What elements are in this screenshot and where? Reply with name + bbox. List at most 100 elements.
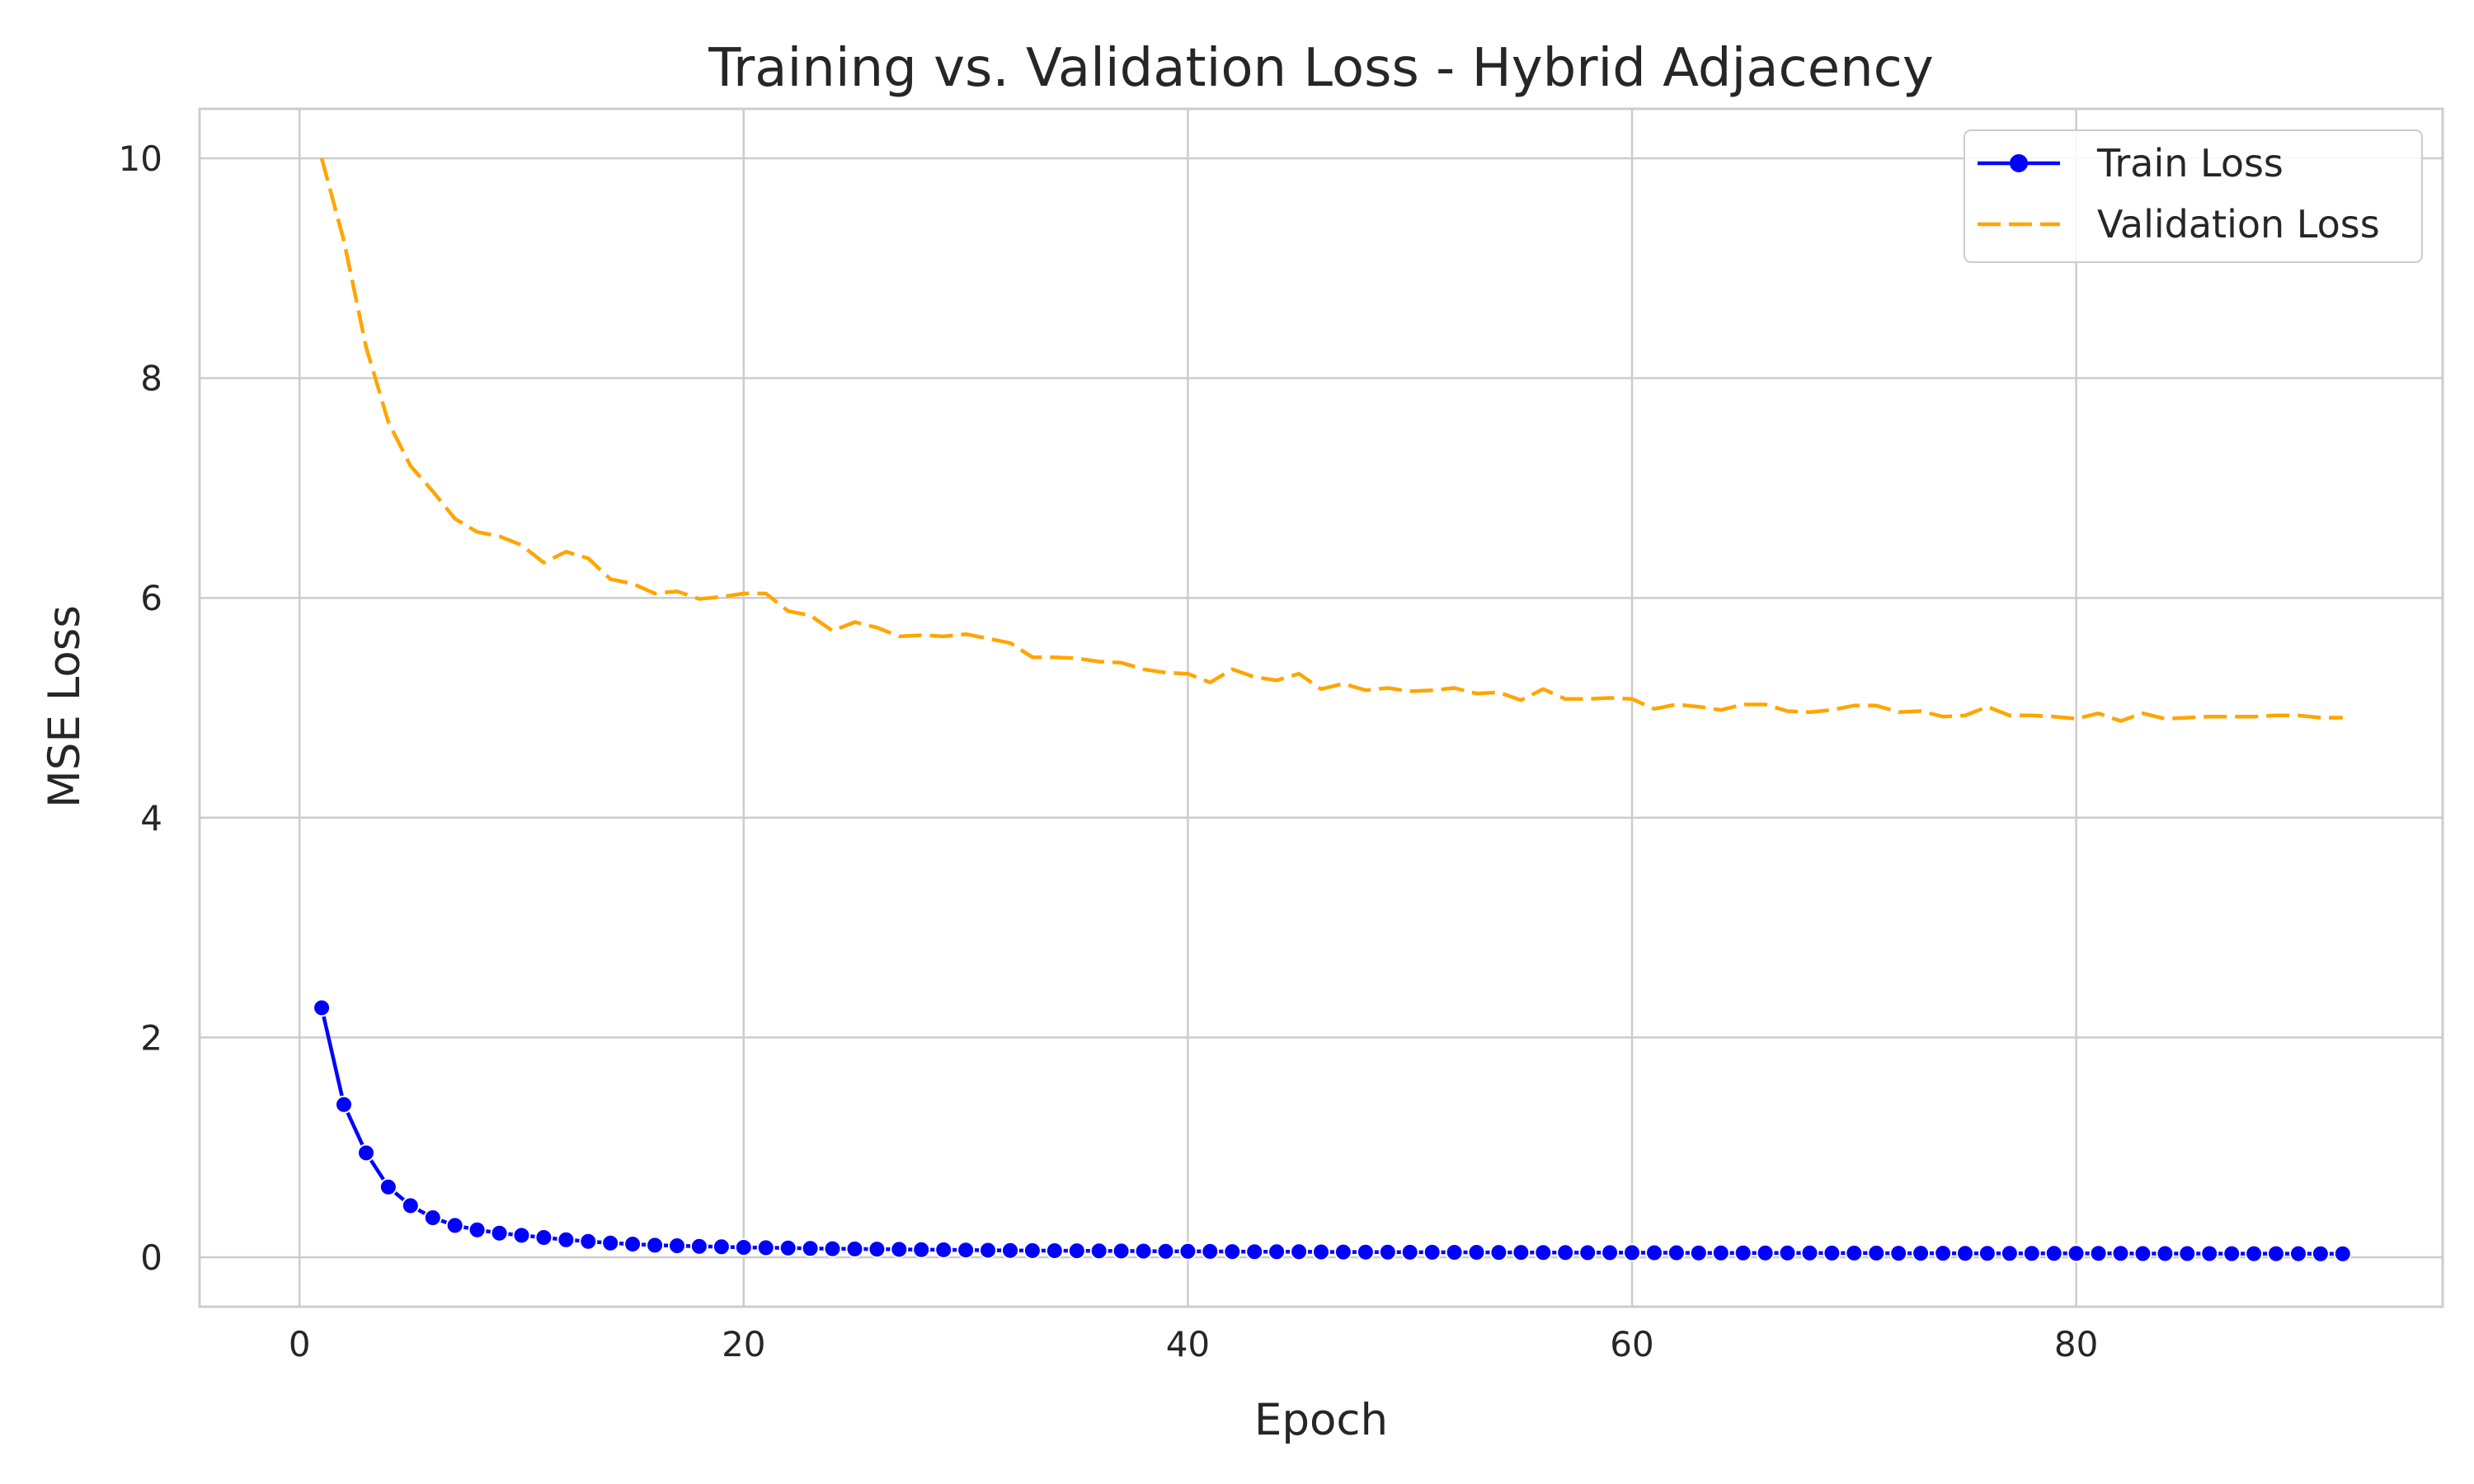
data-point (623, 1235, 642, 1253)
data-point (1400, 1242, 1419, 1261)
data-point (1445, 1243, 1464, 1261)
data-point (1912, 1244, 1931, 1263)
x-tick-label: 40 (1166, 1324, 1210, 1364)
data-point (2156, 1244, 2175, 1263)
data-point (1245, 1242, 1264, 1261)
data-point (313, 998, 332, 1017)
data-point (579, 1232, 598, 1251)
data-point (2311, 1244, 2330, 1263)
data-point (335, 1095, 353, 1114)
y-tick-label: 8 (140, 359, 162, 399)
data-point (689, 1237, 708, 1256)
data-point (423, 1209, 442, 1227)
data-point (823, 1239, 842, 1258)
data-point (1489, 1243, 1508, 1262)
data-point (2245, 1244, 2264, 1263)
data-point (712, 1237, 731, 1256)
data-point (1978, 1244, 1997, 1263)
data-point (468, 1220, 487, 1239)
data-point (1333, 1242, 1352, 1261)
data-point (1645, 1243, 1663, 1262)
data-point (1934, 1244, 1953, 1263)
data-point (1601, 1243, 1620, 1262)
data-point (979, 1241, 997, 1260)
data-point (1089, 1242, 1108, 1261)
legend-validation-label: Validation Loss (2097, 202, 2380, 247)
y-tick-label: 6 (140, 578, 162, 618)
data-point (379, 1177, 397, 1196)
data-point (646, 1236, 665, 1255)
data-point (801, 1239, 820, 1258)
data-point (512, 1226, 531, 1245)
data-point (2111, 1244, 2130, 1263)
y-axis: 0 2 4 6 8 10 (119, 139, 162, 1278)
x-tick-label: 60 (1610, 1324, 1653, 1364)
data-point (557, 1230, 576, 1249)
data-point (1867, 1243, 1886, 1262)
legend: Train Loss Validation Loss (1964, 129, 2423, 263)
data-point (1312, 1242, 1330, 1261)
y-tick-label: 2 (140, 1017, 162, 1058)
data-point (1378, 1242, 1397, 1261)
data-point (1556, 1243, 1575, 1262)
data-point (1223, 1242, 1242, 1261)
data-point (1512, 1243, 1531, 1262)
data-point (890, 1240, 909, 1259)
x-axis-label: Epoch (1254, 1395, 1388, 1445)
data-point (1800, 1243, 1819, 1262)
y-axis-label: MSE Loss (40, 605, 90, 808)
legend-box (1964, 129, 2423, 263)
x-tick-label: 20 (722, 1324, 765, 1364)
data-point (2022, 1244, 2041, 1263)
data-point (534, 1228, 553, 1247)
data-point (868, 1240, 887, 1259)
data-point (1178, 1242, 1197, 1261)
data-point (1667, 1243, 1686, 1262)
data-point (957, 1241, 976, 1260)
data-point (2067, 1244, 2086, 1263)
data-point (601, 1233, 620, 1252)
data-point (1201, 1242, 1220, 1261)
data-point (490, 1223, 509, 1242)
data-point (1889, 1244, 1908, 1263)
x-axis: 0 20 40 60 80 (289, 1324, 2099, 1364)
data-point (1711, 1243, 1730, 1262)
data-point (357, 1144, 375, 1162)
data-point (1268, 1242, 1286, 1261)
legend-train-label: Train Loss (2096, 141, 2284, 186)
data-point (401, 1196, 420, 1215)
data-point (2000, 1244, 2019, 1263)
data-point (1045, 1242, 1064, 1260)
data-point (445, 1216, 464, 1235)
data-point (2267, 1244, 2285, 1263)
data-point (1067, 1242, 1086, 1261)
data-point (1823, 1243, 1841, 1262)
data-point (1290, 1242, 1309, 1261)
data-point (778, 1238, 797, 1257)
data-point (1733, 1243, 1752, 1262)
legend-train-marker (2010, 154, 2028, 172)
data-point (734, 1238, 753, 1256)
chart-title: Training vs. Validation Loss - Hybrid Ad… (708, 38, 1933, 99)
data-point (1956, 1244, 1974, 1263)
series-train-loss (313, 998, 2352, 1263)
series-validation-loss (319, 157, 2343, 723)
data-point (1156, 1242, 1175, 1261)
data-point (1578, 1243, 1597, 1262)
y-tick-label: 0 (140, 1237, 162, 1278)
data-point (1845, 1243, 1864, 1262)
data-point (1356, 1242, 1375, 1261)
data-point (934, 1240, 953, 1259)
data-point (2089, 1244, 2108, 1263)
data-point (1623, 1243, 1641, 1262)
data-point (1423, 1242, 1442, 1261)
data-point (756, 1238, 775, 1257)
x-tick-label: 0 (289, 1324, 311, 1364)
data-point (2222, 1244, 2241, 1263)
data-point (2133, 1244, 2152, 1263)
data-point (2289, 1244, 2307, 1263)
data-point (1112, 1242, 1131, 1261)
data-point (1001, 1241, 1019, 1260)
data-point (2333, 1244, 2352, 1263)
